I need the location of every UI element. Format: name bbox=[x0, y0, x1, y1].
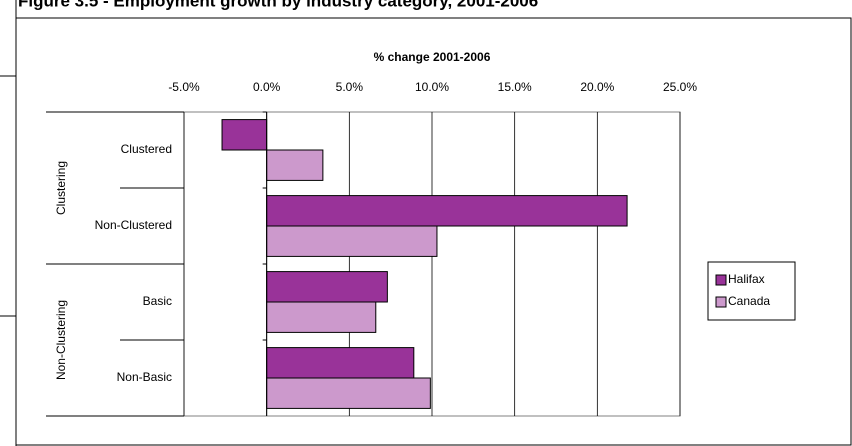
x-tick-label: 25.0% bbox=[663, 80, 697, 94]
x-tick-label: -5.0% bbox=[168, 80, 200, 94]
x-tick-label: 5.0% bbox=[336, 80, 364, 94]
category-label: Non-Basic bbox=[117, 370, 172, 384]
bar bbox=[221, 119, 268, 151]
x-tick-label: 10.0% bbox=[415, 80, 449, 94]
legend-swatch bbox=[715, 296, 727, 308]
legend-label: Halifax bbox=[728, 272, 765, 286]
category-label: Non-Clustered bbox=[95, 218, 172, 232]
bar bbox=[266, 347, 415, 379]
category-label: Basic bbox=[143, 294, 172, 308]
bar bbox=[266, 271, 388, 303]
x-tick-label: 0.0% bbox=[253, 80, 281, 94]
bar bbox=[266, 149, 324, 181]
chart-title: Figure 3.5 - Employment growth by indust… bbox=[18, 0, 538, 10]
legend-swatch bbox=[715, 274, 727, 286]
group-label: Clustering bbox=[54, 161, 68, 215]
bar bbox=[266, 301, 377, 333]
legend-box bbox=[707, 261, 796, 321]
group-label: Non-Clustering bbox=[54, 300, 68, 380]
axis-title: % change 2001-2006 bbox=[374, 50, 491, 64]
bar bbox=[266, 195, 628, 227]
category-label: Clustered bbox=[121, 142, 172, 156]
x-tick-label: 20.0% bbox=[580, 80, 614, 94]
x-tick-label: 15.0% bbox=[498, 80, 532, 94]
legend-label: Canada bbox=[728, 294, 770, 308]
legend: Halifax Canada bbox=[707, 261, 796, 321]
bar bbox=[266, 225, 438, 257]
bar bbox=[266, 377, 431, 409]
